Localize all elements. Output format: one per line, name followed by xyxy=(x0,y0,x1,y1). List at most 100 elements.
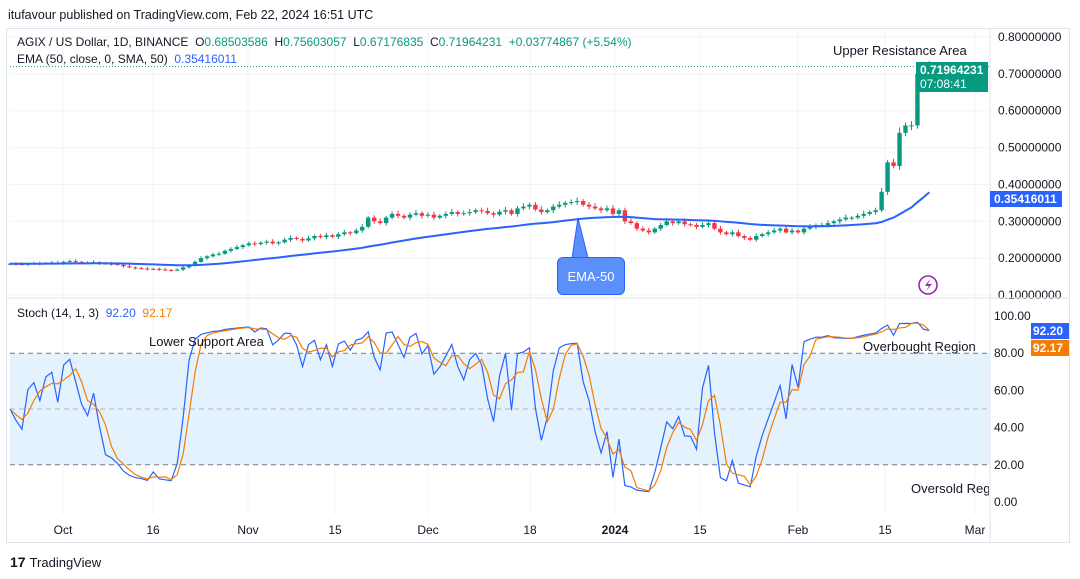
candle[interactable] xyxy=(491,211,496,218)
candle[interactable] xyxy=(174,268,180,272)
candle[interactable] xyxy=(246,241,251,247)
candle[interactable] xyxy=(771,227,777,234)
candle[interactable] xyxy=(180,265,186,272)
candle[interactable] xyxy=(395,210,401,219)
candle[interactable] xyxy=(127,264,132,269)
candle[interactable] xyxy=(198,256,204,263)
candle[interactable] xyxy=(610,205,616,217)
candle[interactable] xyxy=(234,244,240,251)
candle[interactable] xyxy=(383,215,389,226)
candle[interactable] xyxy=(348,230,353,236)
candle[interactable] xyxy=(276,240,281,246)
candle[interactable] xyxy=(765,230,771,237)
candle[interactable] xyxy=(360,223,365,233)
candle[interactable] xyxy=(557,201,562,209)
candle[interactable] xyxy=(467,208,472,216)
candle[interactable] xyxy=(873,207,878,215)
candle[interactable] xyxy=(168,269,174,272)
candle[interactable] xyxy=(527,202,532,210)
candle[interactable] xyxy=(431,211,437,221)
candle[interactable] xyxy=(497,209,502,217)
overbought-label[interactable]: Overbought Region xyxy=(863,339,976,354)
candle[interactable] xyxy=(736,229,741,238)
candle[interactable] xyxy=(270,239,275,245)
candle[interactable] xyxy=(574,197,580,206)
candle[interactable] xyxy=(658,222,663,232)
candle[interactable] xyxy=(909,121,914,131)
candle[interactable] xyxy=(795,228,801,234)
candle[interactable] xyxy=(210,252,216,258)
candle[interactable] xyxy=(437,214,443,220)
candle[interactable] xyxy=(640,226,646,233)
candle[interactable] xyxy=(133,266,138,270)
candle[interactable] xyxy=(646,227,651,235)
stoch-k-line[interactable] xyxy=(9,321,930,493)
candle[interactable] xyxy=(801,226,807,235)
candle[interactable] xyxy=(473,208,478,214)
candle[interactable] xyxy=(282,237,287,244)
candle[interactable] xyxy=(706,221,711,228)
candle[interactable] xyxy=(324,232,329,240)
candle[interactable] xyxy=(568,199,574,205)
candle[interactable] xyxy=(509,208,514,216)
candle[interactable] xyxy=(240,243,246,250)
candle[interactable] xyxy=(760,232,765,238)
candle[interactable] xyxy=(163,267,168,271)
candle[interactable] xyxy=(151,267,156,271)
candle[interactable] xyxy=(622,207,628,224)
candle[interactable] xyxy=(694,222,699,230)
candle[interactable] xyxy=(389,211,395,220)
candle[interactable] xyxy=(479,207,484,214)
candle[interactable] xyxy=(688,222,693,227)
candle[interactable] xyxy=(228,247,234,253)
candle[interactable] xyxy=(157,267,162,272)
candle[interactable] xyxy=(748,235,753,242)
candle[interactable] xyxy=(563,200,568,208)
candle[interactable] xyxy=(407,212,413,221)
stoch-label[interactable]: Stoch (14, 1, 3) xyxy=(17,306,100,320)
candle[interactable] xyxy=(222,249,228,255)
lightning-icon[interactable] xyxy=(918,275,938,295)
candle[interactable] xyxy=(539,206,544,215)
candle[interactable] xyxy=(252,241,257,247)
candle[interactable] xyxy=(366,215,371,229)
candle[interactable] xyxy=(288,235,293,242)
candle[interactable] xyxy=(891,158,896,169)
candle[interactable] xyxy=(515,205,520,217)
candle[interactable] xyxy=(306,235,311,242)
candle[interactable] xyxy=(843,214,848,222)
candle[interactable] xyxy=(730,230,735,237)
candle[interactable] xyxy=(354,228,359,235)
candle[interactable] xyxy=(861,210,866,219)
candle[interactable] xyxy=(634,221,640,232)
candle[interactable] xyxy=(879,188,884,213)
candle[interactable] xyxy=(312,234,317,241)
lower-support-label[interactable]: Lower Support Area xyxy=(149,334,264,349)
candle[interactable] xyxy=(700,222,705,229)
candle[interactable] xyxy=(598,206,604,214)
candle[interactable] xyxy=(401,214,407,220)
candle[interactable] xyxy=(67,259,72,263)
candle[interactable] xyxy=(533,202,538,212)
candle[interactable] xyxy=(777,227,783,233)
candle[interactable] xyxy=(903,122,908,136)
candle[interactable] xyxy=(616,208,622,216)
candle[interactable] xyxy=(783,226,789,234)
candle[interactable] xyxy=(724,230,729,236)
candle[interactable] xyxy=(461,210,466,216)
candle[interactable] xyxy=(371,215,377,224)
candle[interactable] xyxy=(580,199,586,207)
candle[interactable] xyxy=(837,217,843,224)
candle[interactable] xyxy=(503,206,508,215)
candle[interactable] xyxy=(867,210,872,216)
candle[interactable] xyxy=(449,208,454,216)
candle[interactable] xyxy=(258,241,263,246)
candle[interactable] xyxy=(300,237,305,243)
candle[interactable] xyxy=(789,227,795,235)
candle[interactable] xyxy=(545,208,550,214)
candle[interactable] xyxy=(330,233,335,239)
candle[interactable] xyxy=(586,202,592,210)
candle[interactable] xyxy=(831,219,837,225)
candle[interactable] xyxy=(652,227,657,234)
